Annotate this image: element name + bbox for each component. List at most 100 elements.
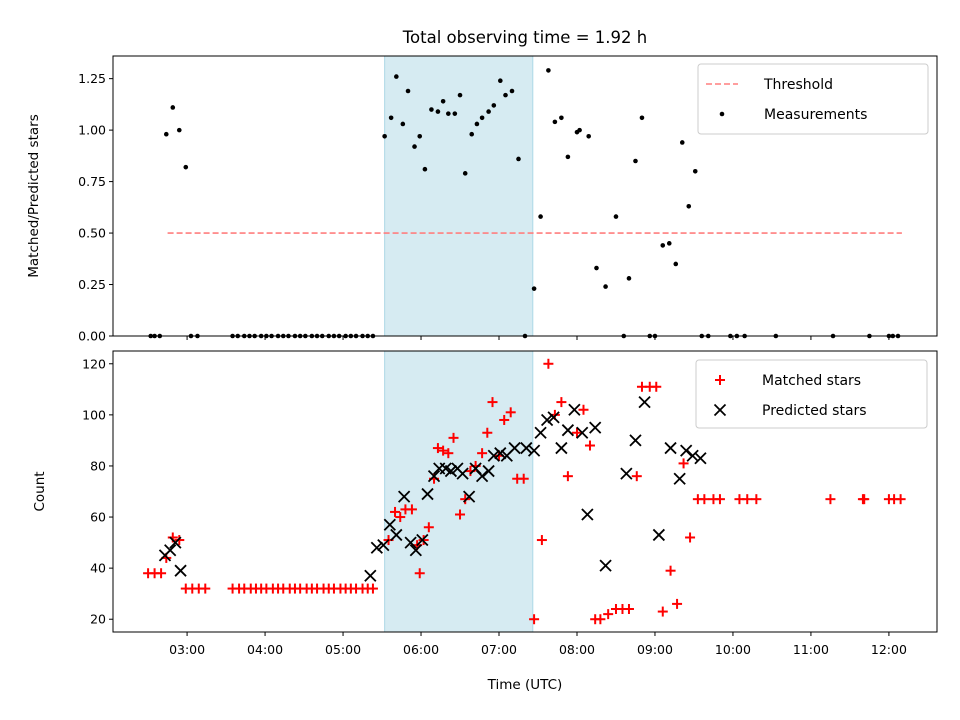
ratio-panel-frame: [112, 55, 938, 337]
legend-measurements-swatch: [719, 111, 725, 117]
cross-stroke: [383, 518, 396, 531]
measurement-point: [538, 214, 543, 219]
x-tick-label: 09:00: [637, 642, 673, 657]
measurement-point: [440, 98, 446, 104]
matched-star-point: [518, 473, 529, 484]
ratio-y-tick-label: 0.00: [78, 329, 106, 344]
x-tick-label: 07:00: [481, 642, 517, 657]
matched-star-point: [623, 604, 634, 615]
cross-stroke: [164, 544, 177, 557]
cross-stroke: [469, 462, 482, 475]
predicted-star-point: [427, 470, 441, 483]
cross-stroke: [397, 490, 411, 503]
count-y-axis-label: Count: [32, 471, 48, 511]
matched-star-point: [657, 606, 668, 617]
measurement-point: [673, 261, 679, 267]
predicted-star-point: [364, 569, 377, 582]
predicted-star-point: [547, 411, 560, 424]
cross-stroke: [664, 441, 677, 455]
cross-stroke: [439, 462, 452, 475]
predicted-star-point: [164, 544, 177, 557]
measurement-point: [446, 111, 451, 116]
predicted-star-point: [620, 467, 633, 480]
measurement-point: [666, 241, 672, 246]
cross-stroke: [694, 452, 707, 465]
matched-star-point: [751, 494, 762, 505]
ratio-y-tick-label: 0.25: [78, 277, 106, 292]
cross-stroke: [638, 395, 651, 409]
cross-stroke: [409, 544, 422, 557]
measurement-point: [498, 78, 503, 84]
predicted-star-point: [377, 539, 390, 552]
ratio-y-tick-label: 0.75: [78, 174, 106, 189]
measurement-point: [474, 121, 480, 127]
legend-matched-label: Matched stars: [762, 373, 861, 389]
predicted-star-point: [409, 544, 422, 557]
matched-star-point: [406, 504, 417, 515]
matched-star-point: [699, 494, 710, 505]
chart-title: Total observing time = 1.92 h: [402, 28, 647, 47]
predicted-star-point: [397, 490, 411, 503]
predicted-star-point: [638, 395, 651, 409]
measurement-point: [479, 115, 485, 121]
cross-stroke: [169, 536, 182, 549]
measurement-point: [516, 156, 521, 162]
matched-star-point: [390, 506, 401, 517]
predicted-star-point: [174, 564, 187, 577]
cross-stroke: [599, 559, 612, 572]
predicted-star-point: [589, 421, 602, 434]
matched-star-point: [714, 494, 725, 505]
predicted-star-point: [487, 449, 500, 462]
measurement-point: [452, 111, 458, 116]
cross-stroke: [520, 441, 533, 455]
measurement-point: [559, 115, 564, 121]
count-y-tick-label: 120: [82, 356, 106, 371]
matched-star-point: [825, 494, 836, 505]
measurement-point: [603, 284, 608, 289]
measurement-point: [400, 121, 406, 127]
observing-span-bottom: [384, 350, 534, 633]
matched-star-point: [174, 535, 185, 546]
measurement-point: [613, 214, 619, 219]
predicted-star-point: [370, 541, 383, 554]
cross-stroke: [561, 424, 575, 437]
ratio-y-tick-label: 1.00: [78, 123, 106, 138]
matched-star-point: [443, 448, 454, 459]
matched-star-point: [487, 397, 498, 408]
matched-star-point: [448, 432, 459, 443]
cross-stroke: [581, 508, 594, 521]
matched-star-point: [418, 535, 429, 546]
predicted-star-point: [462, 490, 476, 503]
measurement-point: [163, 131, 169, 137]
predicted-star-point: [568, 403, 581, 416]
predicted-star-point: [416, 533, 429, 547]
measurement-point: [565, 154, 571, 160]
ratio-y-axis-label: Matched/Predicted stars: [26, 114, 42, 277]
predicted-star-point: [680, 444, 693, 457]
matched-star-point: [156, 568, 167, 579]
matched-star-point: [432, 443, 443, 454]
cross-stroke: [508, 441, 521, 455]
matched-star-point: [499, 414, 510, 425]
legend-box: [695, 359, 928, 429]
legend-threshold-label: Threshold: [763, 77, 833, 93]
predicted-star-point: [673, 472, 686, 485]
predicted-star-point: [508, 441, 521, 455]
measurement-point: [422, 166, 428, 172]
count-panel-frame: [112, 350, 938, 633]
measurement-point: [552, 119, 558, 125]
predicted-star-point: [475, 470, 489, 483]
cross-stroke: [620, 467, 633, 480]
cross-stroke: [174, 564, 187, 577]
measurement-point: [382, 133, 387, 139]
cross-stroke: [456, 467, 469, 480]
cross-stroke: [673, 472, 686, 485]
matched-star-point: [859, 494, 870, 505]
cross-stroke: [555, 441, 568, 455]
matched-star-point: [460, 494, 471, 505]
predicted-star-point: [527, 444, 541, 457]
measurement-point: [176, 127, 182, 133]
ratio-legend: Threshold Measurements: [697, 63, 929, 135]
legend-predicted-label: Predicted stars: [762, 403, 867, 419]
